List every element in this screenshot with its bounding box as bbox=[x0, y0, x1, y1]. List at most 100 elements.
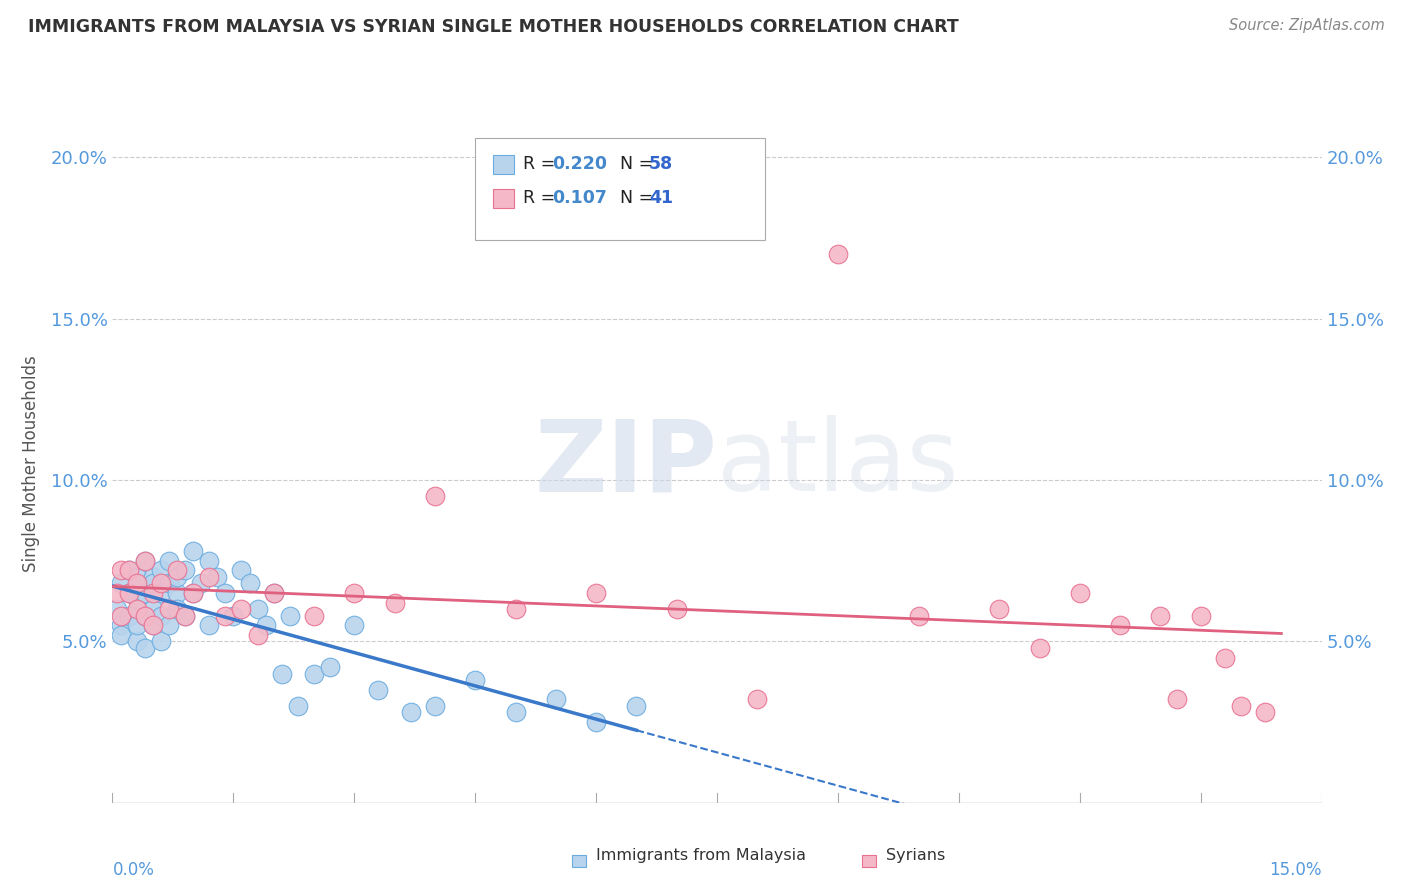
Point bbox=[134, 608, 156, 623]
Point bbox=[149, 634, 172, 648]
Point bbox=[505, 706, 527, 720]
Point bbox=[181, 586, 204, 600]
Point bbox=[142, 618, 165, 632]
Point bbox=[214, 586, 236, 600]
Point bbox=[125, 602, 148, 616]
Point bbox=[149, 563, 172, 577]
Point bbox=[585, 586, 607, 600]
Text: 58: 58 bbox=[650, 155, 673, 173]
Point bbox=[585, 715, 607, 730]
Point bbox=[117, 563, 139, 577]
Text: atlas: atlas bbox=[717, 416, 959, 512]
Point bbox=[384, 596, 406, 610]
Point bbox=[134, 640, 156, 655]
Point bbox=[198, 618, 221, 632]
Point bbox=[142, 576, 165, 591]
Point bbox=[110, 628, 132, 642]
Point bbox=[174, 563, 197, 577]
Point bbox=[166, 563, 188, 577]
FancyBboxPatch shape bbox=[494, 154, 513, 174]
Point bbox=[1028, 640, 1050, 655]
FancyBboxPatch shape bbox=[475, 138, 765, 240]
Point bbox=[231, 602, 253, 616]
Point bbox=[117, 563, 139, 577]
Point bbox=[1149, 608, 1171, 623]
Text: R =: R = bbox=[523, 155, 561, 173]
Point bbox=[302, 608, 325, 623]
Point bbox=[149, 586, 172, 600]
Point bbox=[1254, 706, 1277, 720]
Point bbox=[907, 608, 929, 623]
Point bbox=[287, 698, 309, 713]
Point bbox=[181, 544, 204, 558]
Point bbox=[988, 602, 1011, 616]
Point bbox=[544, 692, 567, 706]
Point bbox=[319, 660, 342, 674]
Point bbox=[222, 608, 245, 623]
Point bbox=[134, 554, 156, 568]
Point bbox=[149, 608, 172, 623]
Text: 0.107: 0.107 bbox=[553, 189, 607, 207]
Point bbox=[110, 563, 132, 577]
Point bbox=[1189, 608, 1212, 623]
Y-axis label: Single Mother Households: Single Mother Households bbox=[21, 356, 39, 572]
Point bbox=[254, 618, 277, 632]
Text: Source: ZipAtlas.com: Source: ZipAtlas.com bbox=[1229, 18, 1385, 33]
Point bbox=[423, 489, 446, 503]
Point bbox=[278, 608, 301, 623]
Point bbox=[157, 554, 180, 568]
Point bbox=[367, 682, 389, 697]
Point bbox=[166, 586, 188, 600]
Point bbox=[125, 576, 148, 591]
Point bbox=[117, 608, 139, 623]
Point bbox=[399, 706, 422, 720]
Point bbox=[157, 618, 180, 632]
Point bbox=[827, 247, 849, 261]
Point bbox=[505, 602, 527, 616]
Point bbox=[343, 586, 366, 600]
Point bbox=[142, 618, 165, 632]
Point bbox=[149, 576, 172, 591]
Point bbox=[198, 554, 221, 568]
Text: Syrians: Syrians bbox=[886, 848, 945, 863]
Point bbox=[1213, 650, 1236, 665]
Point bbox=[166, 570, 188, 584]
Point bbox=[246, 602, 269, 616]
Point bbox=[134, 554, 156, 568]
Text: R =: R = bbox=[523, 189, 561, 207]
Point bbox=[270, 666, 292, 681]
Point bbox=[231, 563, 253, 577]
Point bbox=[157, 602, 180, 616]
Text: ZIP: ZIP bbox=[534, 416, 717, 512]
Point bbox=[238, 576, 260, 591]
Text: N =: N = bbox=[620, 189, 659, 207]
Point bbox=[626, 698, 648, 713]
Point bbox=[198, 570, 221, 584]
Point bbox=[1069, 586, 1091, 600]
Point bbox=[464, 673, 486, 687]
Point bbox=[125, 634, 148, 648]
Point bbox=[134, 608, 156, 623]
Text: 0.0%: 0.0% bbox=[112, 861, 155, 879]
Point bbox=[263, 586, 285, 600]
Point bbox=[246, 628, 269, 642]
Point bbox=[125, 570, 148, 584]
FancyBboxPatch shape bbox=[572, 855, 586, 867]
Point bbox=[665, 602, 688, 616]
Point bbox=[142, 586, 165, 600]
Text: Immigrants from Malaysia: Immigrants from Malaysia bbox=[596, 848, 806, 863]
Point bbox=[1230, 698, 1253, 713]
Point bbox=[343, 618, 366, 632]
Text: IMMIGRANTS FROM MALAYSIA VS SYRIAN SINGLE MOTHER HOUSEHOLDS CORRELATION CHART: IMMIGRANTS FROM MALAYSIA VS SYRIAN SINGL… bbox=[28, 18, 959, 36]
Point bbox=[207, 570, 229, 584]
Point bbox=[263, 586, 285, 600]
Point bbox=[110, 576, 132, 591]
Point bbox=[174, 608, 197, 623]
Point bbox=[302, 666, 325, 681]
Point bbox=[747, 692, 769, 706]
Point bbox=[142, 570, 165, 584]
Point bbox=[1109, 618, 1132, 632]
FancyBboxPatch shape bbox=[494, 188, 513, 208]
Point bbox=[105, 602, 128, 616]
Text: N =: N = bbox=[620, 155, 659, 173]
